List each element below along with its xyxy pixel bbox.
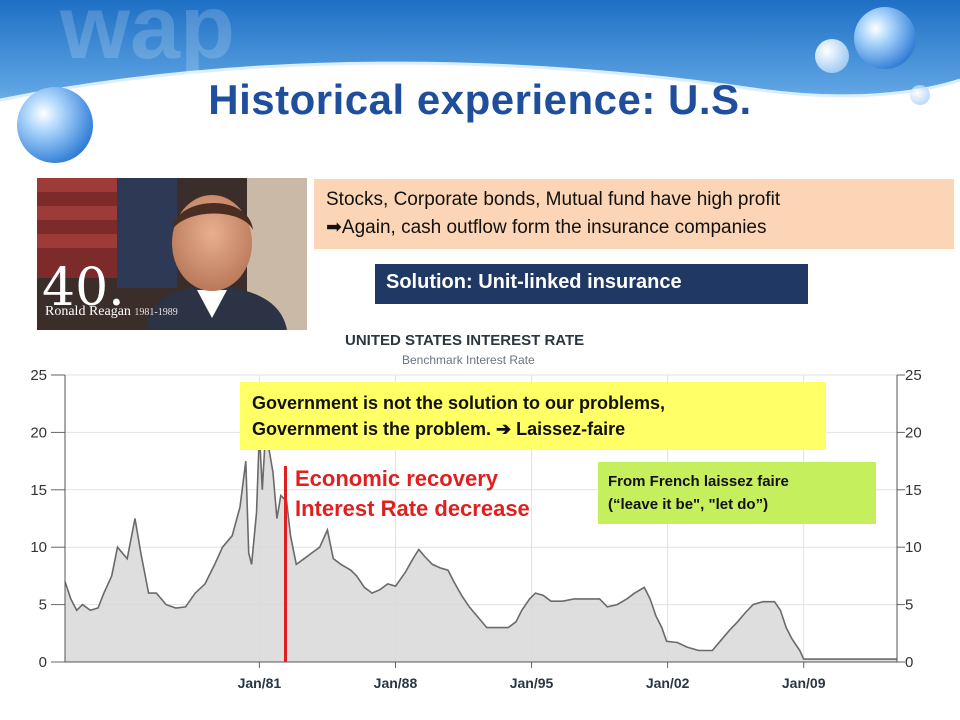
reagan-quote: Government is not the solution to our pr… bbox=[240, 382, 826, 450]
laissez-faire-line2: (“leave it be", "let do”) bbox=[608, 496, 769, 513]
laissez-faire-note: From French laissez faire (“leave it be"… bbox=[598, 462, 876, 524]
x-tick-label: Jan/95 bbox=[510, 675, 554, 691]
y-tick-label-right: 15 bbox=[905, 482, 922, 499]
solution-box: Solution: Unit-linked insurance bbox=[375, 264, 808, 304]
recovery-line1: Economic recovery bbox=[295, 466, 498, 491]
recovery-annotation: Economic recovery Interest Rate decrease bbox=[295, 464, 530, 524]
x-tick-label: Jan/88 bbox=[374, 675, 418, 691]
banner-background: wap bbox=[0, 0, 960, 180]
profit-note-line2-text: Again, cash outflow form the insurance c… bbox=[341, 217, 767, 238]
president-name-text: Ronald Reagan bbox=[45, 304, 131, 319]
svg-text:wap: wap bbox=[59, 0, 235, 78]
president-number: 40. bbox=[42, 258, 125, 318]
chart-subtitle: Benchmark Interest Rate bbox=[402, 353, 535, 367]
quote-line2: Government is the problem. ➔ Laissez-fai… bbox=[252, 419, 626, 439]
x-tick-label: Jan/09 bbox=[782, 675, 826, 691]
profit-note: Stocks, Corporate bonds, Mutual fund hav… bbox=[314, 179, 954, 249]
slide-title: Historical experience: U.S. bbox=[208, 76, 752, 123]
profit-note-line1: Stocks, Corporate bonds, Mutual fund hav… bbox=[326, 189, 781, 210]
header-banner: wap Historical experience: U.S. bbox=[0, 0, 960, 180]
recovery-marker-line bbox=[284, 466, 287, 662]
profit-note-line2: ➡Again, cash outflow form the insurance … bbox=[326, 214, 954, 242]
laissez-faire-line1: From French laissez faire bbox=[608, 473, 789, 490]
chart-title: UNITED STATES INTEREST RATE bbox=[345, 332, 584, 349]
y-tick-label-left: 20 bbox=[30, 424, 47, 441]
recovery-line2: Interest Rate decrease bbox=[295, 496, 530, 521]
quote-line1: Government is not the solution to our pr… bbox=[252, 393, 666, 413]
x-tick-label: Jan/81 bbox=[238, 675, 282, 691]
y-tick-label-left: 5 bbox=[39, 597, 47, 614]
president-term-years: 1981-1989 bbox=[134, 307, 178, 318]
series-line bbox=[64, 432, 897, 660]
series-area bbox=[65, 432, 897, 662]
president-name: Ronald Reagan 1981-1989 bbox=[45, 304, 178, 320]
reagan-portrait: 40. Ronald Reagan 1981-1989 bbox=[37, 178, 307, 330]
y-tick-label-left: 10 bbox=[30, 539, 47, 556]
y-tick-label-right: 0 bbox=[905, 654, 913, 671]
x-tick-label: Jan/02 bbox=[646, 675, 690, 691]
right-arrow-icon: ➡ bbox=[326, 217, 342, 238]
y-tick-label-left: 25 bbox=[30, 367, 47, 384]
y-tick-label-right: 10 bbox=[905, 539, 922, 556]
y-tick-label-right: 5 bbox=[905, 597, 913, 614]
portrait-image bbox=[37, 178, 307, 330]
y-tick-label-right: 20 bbox=[905, 424, 922, 441]
y-tick-label-right: 25 bbox=[905, 367, 922, 384]
y-tick-label-left: 15 bbox=[30, 482, 47, 499]
y-tick-label-left: 0 bbox=[39, 654, 47, 671]
